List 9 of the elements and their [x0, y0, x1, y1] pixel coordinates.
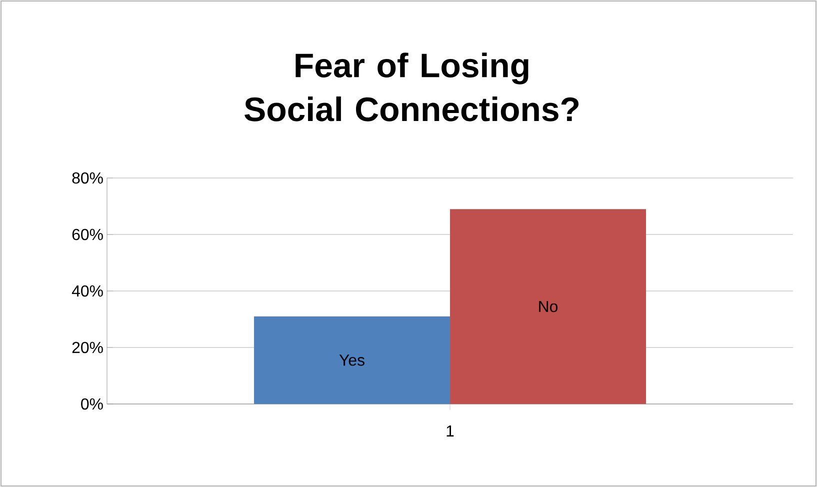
y-tick-label: 40%: [72, 285, 103, 297]
series-label: Yes: [339, 354, 364, 366]
x-tick-label: 1: [446, 426, 454, 436]
y-tick-label: 0%: [81, 398, 103, 410]
y-tick-label: 20%: [72, 342, 103, 354]
y-tick-label: 60%: [72, 228, 103, 240]
chart-title: Fear of Losing Social Connections?: [244, 52, 578, 122]
y-tick-label: 80%: [72, 172, 103, 184]
series-label: No: [539, 300, 558, 312]
